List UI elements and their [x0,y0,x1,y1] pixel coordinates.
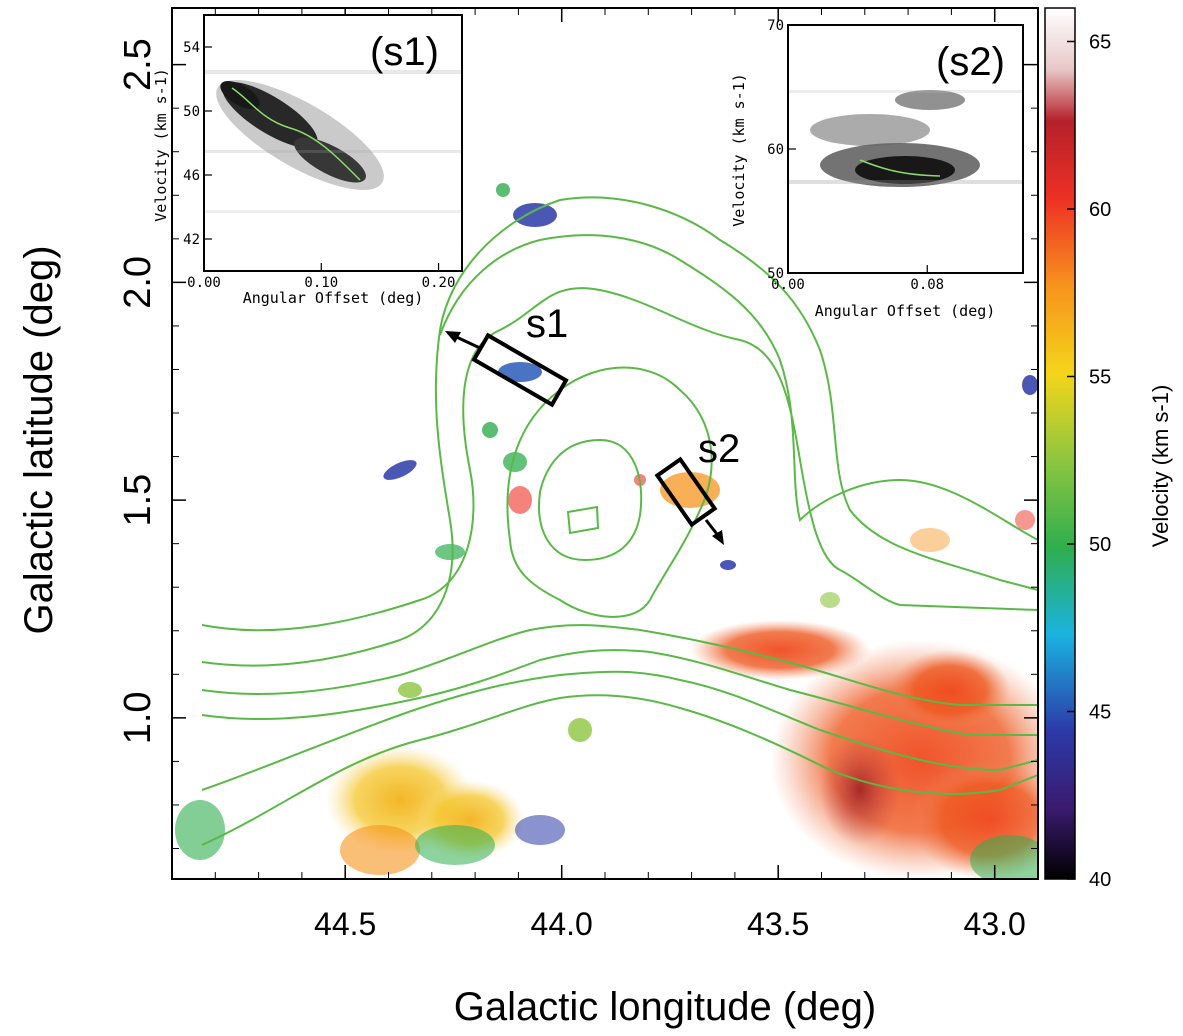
colorbar-tick-label: 65 [1089,32,1111,54]
emission-region [513,203,557,227]
colorbar-label: Velocity (km s-1) [1148,385,1173,548]
colorbar-tick-label: 50 [1089,534,1111,556]
contour-level-0 [201,624,1038,706]
emission-region [820,735,900,845]
emission-region [508,486,532,514]
emission-region [415,825,495,865]
slice-s2-box [654,456,718,528]
emission-region [498,362,542,382]
inset-s2-pv-data [788,90,1023,187]
emission-region [568,718,592,742]
x-tick-label: 44.5 [314,906,376,942]
x-tick-label: 43.0 [964,906,1026,942]
inset-s1-x-label: Angular Offset (deg) [243,289,424,307]
slice-s1-label: s1 [526,302,568,346]
inset-x-tick-label: 0.20 [422,275,456,291]
y-tick-label: 2.5 [117,38,159,91]
inset-s1-frame [203,14,463,272]
emission-region [890,650,1010,730]
inset-s2: (s2) 50 60 70 0.00 0.08 Angular Offset (deg… [730,18,1024,320]
x-axis-ticks: 44.5 44.0 43.5 43.0 [171,8,1026,942]
contour-level-1 [201,196,1038,667]
contour-level-5 [566,505,600,535]
inset-y-tick-label: 42 [183,232,200,248]
inset-s1-y-label: Velocity (km s-1) [152,68,170,222]
contour-level-2 [201,234,1038,632]
colorbar-ticks: 40 45 50 55 60 65 [1067,32,1111,891]
colorbar: 40 45 50 55 60 65 Velocity (km s-1) [1044,7,1173,891]
contour-level-3 [506,366,713,618]
emission-region [820,592,840,608]
colorbar-tick-label: 60 [1089,199,1111,221]
emission-region [690,620,870,680]
inset-s2-y-label: Velocity (km s-1) [730,73,748,227]
emission-region [398,682,422,698]
slice-s2: s2 [654,427,740,545]
inset-y-tick-label: 70 [767,18,784,34]
inset-s1-title: (s1) [370,30,439,74]
contour-level-0d [201,694,1038,846]
inset-s2-y-ticks: 50 60 70 [767,18,796,282]
inset-y-tick-label: 54 [183,40,200,56]
x-tick-label: 43.5 [747,906,809,942]
inset-x-tick-label: 0.00 [187,275,221,291]
emission-region [340,825,420,875]
contour-level-0c [201,670,1038,791]
inset-s1: (s1) 42 46 50 54 0.00 0.10 0.20 Angular Offse… [152,14,463,307]
inset-s2-x-label: Angular Offset (deg) [815,302,996,320]
slice-s1: s1 [445,302,569,408]
slice-s2-arrow-head [712,530,724,545]
emission-region [496,183,510,197]
emission-region [1022,375,1038,395]
inset-s2-x-ticks: 0.00 0.08 [771,265,944,293]
colorbar-tick-label: 40 [1089,869,1111,891]
y-tick-label: 1.0 [117,691,159,744]
inset-x-tick-label: 0.08 [910,277,944,293]
inset-s1-x-ticks: 0.00 0.10 0.20 [187,263,455,291]
inset-y-tick-label: 60 [767,142,784,158]
y-axis-label: Galactic latitude (deg) [17,245,61,634]
emission-region [1015,510,1035,530]
x-tick-label: 44.0 [531,906,593,942]
contour-level-4 [538,438,643,562]
emission-region [910,528,950,552]
contour-level-0b [201,649,1038,736]
y-tick-label: 1.5 [117,474,159,527]
emission-region [482,422,498,438]
slice-s1-arrow-head [445,331,461,343]
inset-s2-title: (s2) [936,40,1005,84]
inset-y-tick-label: 46 [183,168,200,184]
inset-y-tick-label: 50 [767,266,784,282]
inset-x-tick-label: 0.10 [304,275,338,291]
x-axis-label: Galactic longitude (deg) [454,985,876,1029]
emission-region [383,460,417,480]
inset-s1-y-ticks: 42 46 50 54 [183,40,212,248]
intensity-contours [201,196,1038,846]
y-axis-ticks: 1.0 1.5 2.0 2.5 [117,38,1038,850]
inset-y-tick-label: 50 [183,104,200,120]
emission-region [970,835,1038,879]
emission-region [175,800,225,860]
colorbar-tick-label: 55 [1089,367,1111,389]
inset-s1-pv-data [204,70,462,213]
emission-region [503,452,527,472]
inset-s1-background [204,15,462,271]
y-tick-label: 2.0 [117,256,159,309]
emission-region [435,544,465,560]
emission-region [515,815,565,845]
colorbar-tick-label: 45 [1089,702,1111,724]
emission-region [720,560,736,570]
colorbar-gradient [1044,7,1076,880]
slice-s2-label: s2 [698,427,740,471]
slice-markers: s1 s2 [445,302,740,545]
inset-x-tick-label: 0.00 [771,277,805,293]
